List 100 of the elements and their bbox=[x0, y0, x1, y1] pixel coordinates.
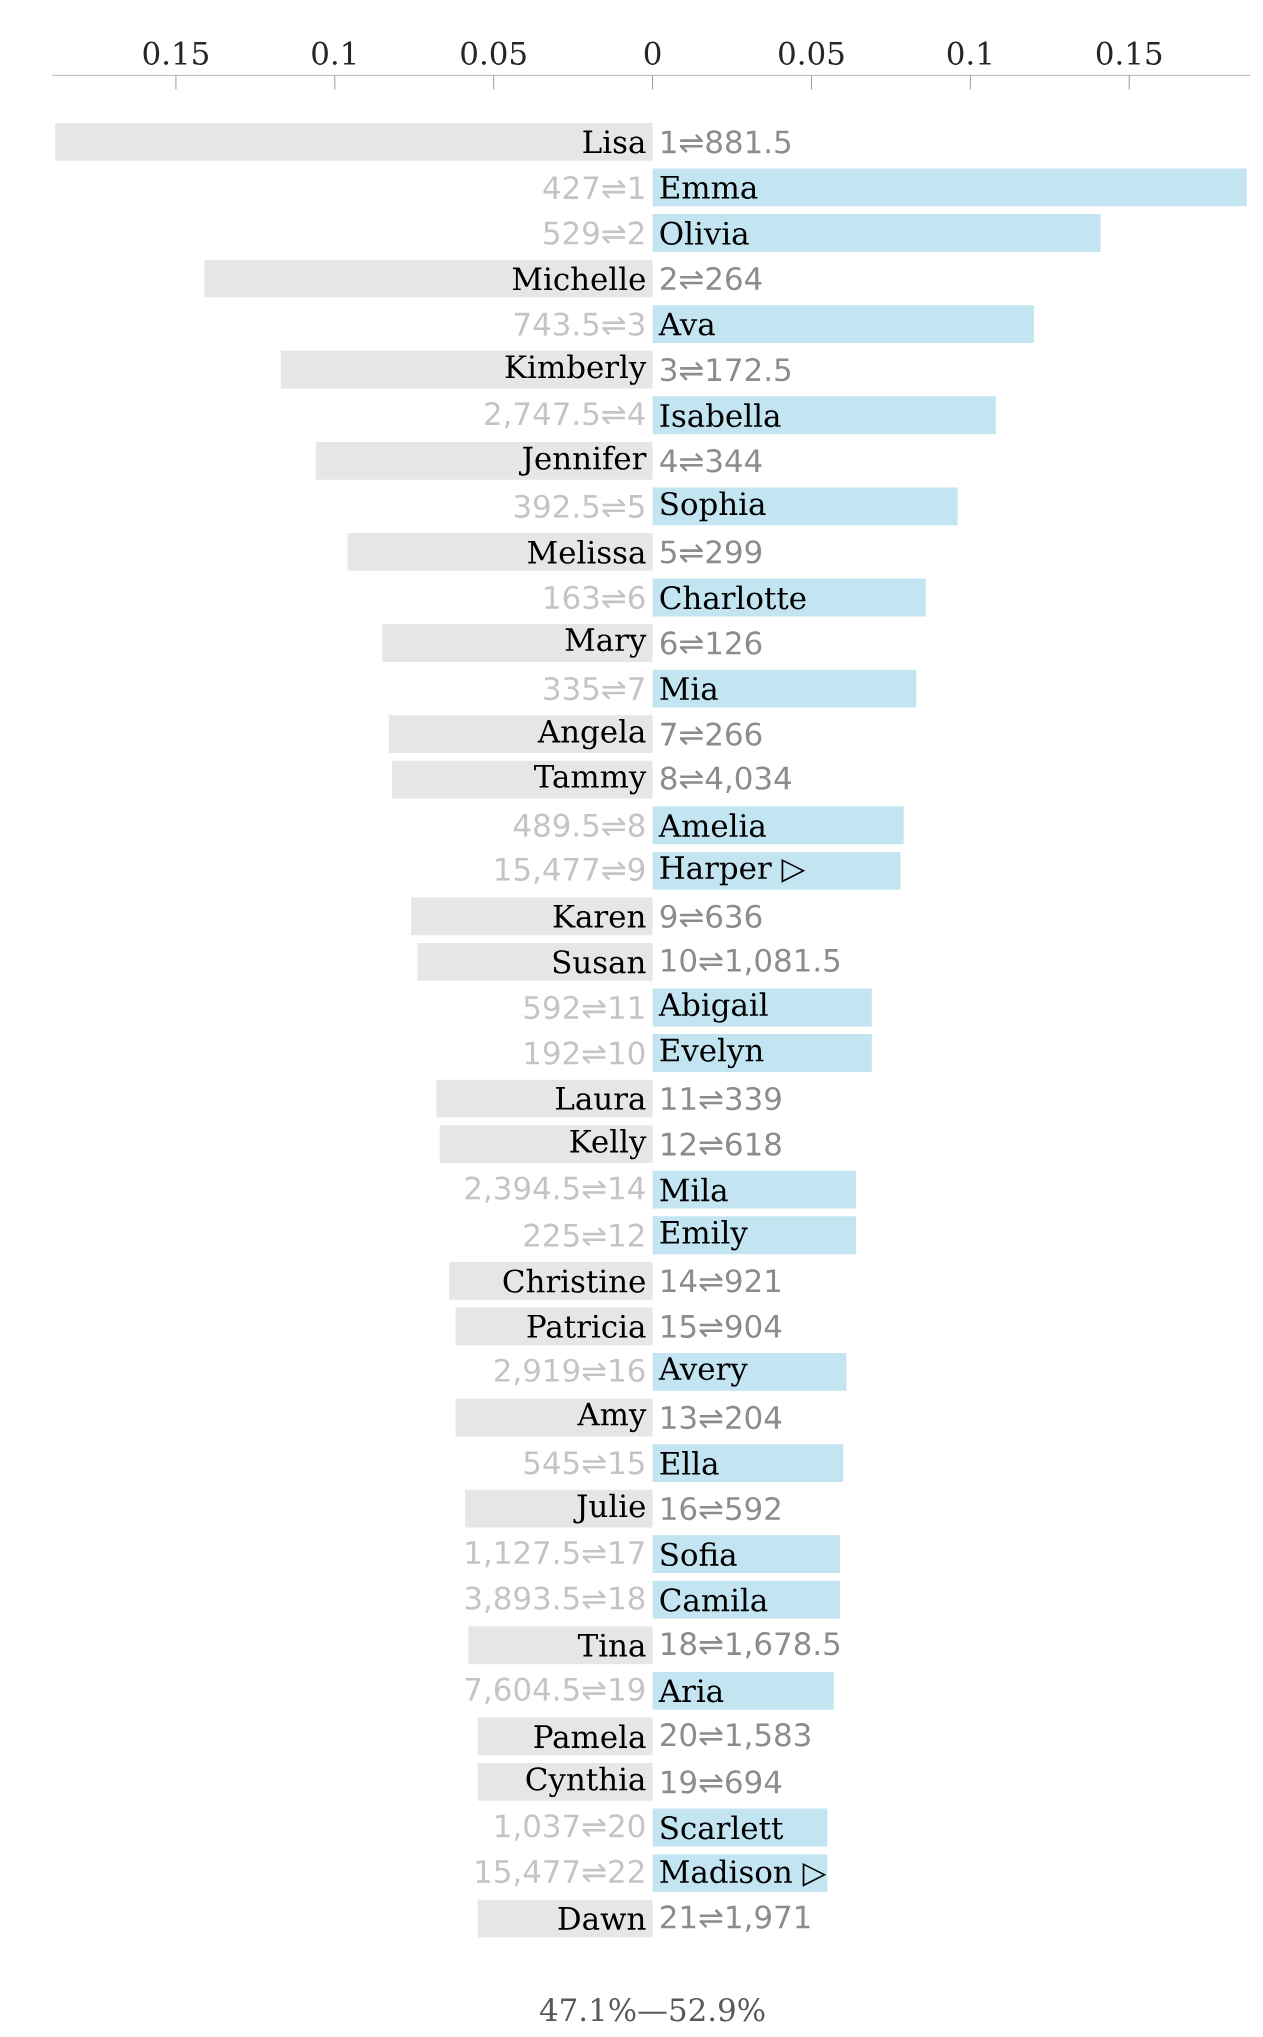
annotation: 10⇌1,081.5 bbox=[662, 948, 840, 976]
y-tick-label: Ella bbox=[660, 1451, 719, 1475]
text: 47.1%—52.9% bbox=[539, 1998, 765, 2022]
y-tick-label: Evelyn bbox=[660, 1037, 764, 1069]
bar bbox=[652, 1535, 841, 1574]
annotation: 12⇌618 bbox=[662, 1132, 781, 1156]
y-tick-label: Lisa bbox=[583, 130, 646, 154]
x-tick-label: 0.1 bbox=[947, 41, 991, 65]
y-tick-label: Amy bbox=[577, 1402, 647, 1433]
y-tick-label: Mila bbox=[660, 1177, 728, 1202]
x-tick-label: 0.15 bbox=[143, 41, 208, 65]
x-tick-label: 0.1 bbox=[312, 41, 355, 65]
annotation: 1,037⇌20 bbox=[496, 1814, 645, 1841]
y-tick-label: Kimberly bbox=[505, 354, 647, 385]
y-tick-label: Jennifer bbox=[519, 445, 647, 476]
bar bbox=[280, 350, 653, 389]
annotation: 9⇌636 bbox=[660, 904, 762, 929]
annotation: 163⇌6 bbox=[545, 585, 645, 610]
annotation: 2⇌264 bbox=[661, 266, 762, 291]
bar bbox=[204, 259, 653, 298]
y-tick-label: Avery bbox=[658, 1357, 748, 1387]
annotation: 2,394.5⇌14 bbox=[465, 1176, 645, 1203]
bar bbox=[382, 624, 653, 662]
y-tick-label: Patricia bbox=[527, 1314, 646, 1338]
bar bbox=[652, 1170, 856, 1209]
y-tick-label: Laura bbox=[556, 1087, 646, 1111]
x-tick-label: 0.05 bbox=[461, 41, 526, 65]
annotation: 5⇌299 bbox=[661, 540, 762, 564]
bar bbox=[652, 851, 901, 890]
y-tick-label: Karen bbox=[553, 904, 646, 928]
bar bbox=[455, 1398, 653, 1437]
annotation: 4⇌344 bbox=[660, 449, 762, 473]
y-tick-label: Angela bbox=[537, 718, 646, 750]
annotation: 21⇌1,971 bbox=[661, 1905, 810, 1932]
annotation: 529⇌2 bbox=[544, 221, 644, 245]
annotation: 11⇌339 bbox=[662, 1086, 781, 1111]
bar bbox=[652, 305, 1034, 344]
annotation: 3,893.5⇌18 bbox=[465, 1586, 645, 1613]
y-tick-label: Harper ▷ bbox=[660, 856, 806, 886]
annotation: 743.5⇌3 bbox=[514, 312, 644, 336]
annotation: 335⇌7 bbox=[544, 676, 644, 701]
annotation: 15,477⇌22 bbox=[476, 1859, 644, 1887]
bar bbox=[652, 1034, 872, 1072]
annotation: 8⇌4,034 bbox=[660, 766, 791, 793]
bar bbox=[455, 1307, 653, 1346]
bar bbox=[388, 715, 653, 754]
y-tick-label: Camila bbox=[660, 1587, 768, 1612]
y-tick-label: Melissa bbox=[528, 539, 646, 564]
y-tick-label: Abigail bbox=[658, 992, 768, 1023]
annotation: 1,127.5⇌17 bbox=[466, 1540, 644, 1568]
bar bbox=[465, 1489, 653, 1528]
bar bbox=[652, 1444, 844, 1482]
bar bbox=[652, 1580, 841, 1619]
y-tick-label: Aria bbox=[658, 1679, 724, 1703]
y-tick-label: Ava bbox=[658, 312, 715, 336]
bar bbox=[652, 214, 1101, 252]
annotation: 16⇌592 bbox=[662, 1496, 780, 1521]
bar bbox=[347, 533, 653, 571]
y-tick-label: Pamela bbox=[534, 1724, 646, 1749]
annotation: 192⇌10 bbox=[525, 1041, 645, 1065]
annotation: 6⇌126 bbox=[660, 631, 762, 655]
y-tick-label: Emily bbox=[660, 1220, 748, 1251]
annotation: 489.5⇌8 bbox=[513, 813, 645, 837]
annotation: 2,919⇌16 bbox=[495, 1358, 645, 1386]
annotation: 3⇌172.5 bbox=[661, 358, 790, 382]
annotation: 592⇌11 bbox=[524, 995, 644, 1020]
y-tick-label: Olivia bbox=[660, 221, 749, 245]
x-tick-label: 0.15 bbox=[1096, 41, 1162, 65]
y-tick-label: Dawn bbox=[558, 1907, 646, 1931]
y-tick-label: Tina bbox=[577, 1633, 646, 1657]
y-tick-label: Madison ▷ bbox=[660, 1859, 827, 1887]
y-tick-label: Christine bbox=[503, 1268, 645, 1293]
annotation: 20⇌1,583 bbox=[661, 1723, 810, 1750]
bar bbox=[468, 1626, 653, 1665]
y-tick-label: Julie bbox=[573, 1493, 645, 1524]
annotation: 15,477⇌9 bbox=[496, 857, 645, 885]
y-tick-label: Susan bbox=[553, 950, 646, 974]
y-tick-label: Sofia bbox=[661, 1542, 737, 1567]
x-tick-label: 0 bbox=[644, 41, 661, 65]
annotation: 14⇌921 bbox=[662, 1269, 781, 1293]
annotation: 19⇌694 bbox=[662, 1770, 782, 1794]
annotation: 7⇌266 bbox=[661, 722, 762, 746]
annotation: 7,604.5⇌19 bbox=[465, 1677, 645, 1705]
y-tick-label: Mary bbox=[565, 628, 647, 658]
bar bbox=[652, 806, 904, 845]
bar bbox=[55, 123, 653, 161]
y-tick-label: Michelle bbox=[512, 266, 645, 291]
annotation: 13⇌204 bbox=[662, 1405, 782, 1430]
annotation: 2,747.5⇌4 bbox=[485, 401, 645, 429]
bar bbox=[652, 168, 1247, 207]
bar bbox=[652, 396, 996, 435]
bar bbox=[477, 1717, 653, 1756]
y-tick-label: Amelia bbox=[658, 813, 766, 838]
y-tick-label: Scarlett bbox=[661, 1815, 784, 1840]
bar bbox=[439, 1125, 653, 1164]
y-tick-label: Cynthia bbox=[526, 1766, 646, 1798]
bar bbox=[652, 1671, 834, 1710]
bar bbox=[392, 760, 653, 799]
bar bbox=[652, 487, 958, 526]
y-tick-label: Kelly bbox=[570, 1128, 647, 1160]
